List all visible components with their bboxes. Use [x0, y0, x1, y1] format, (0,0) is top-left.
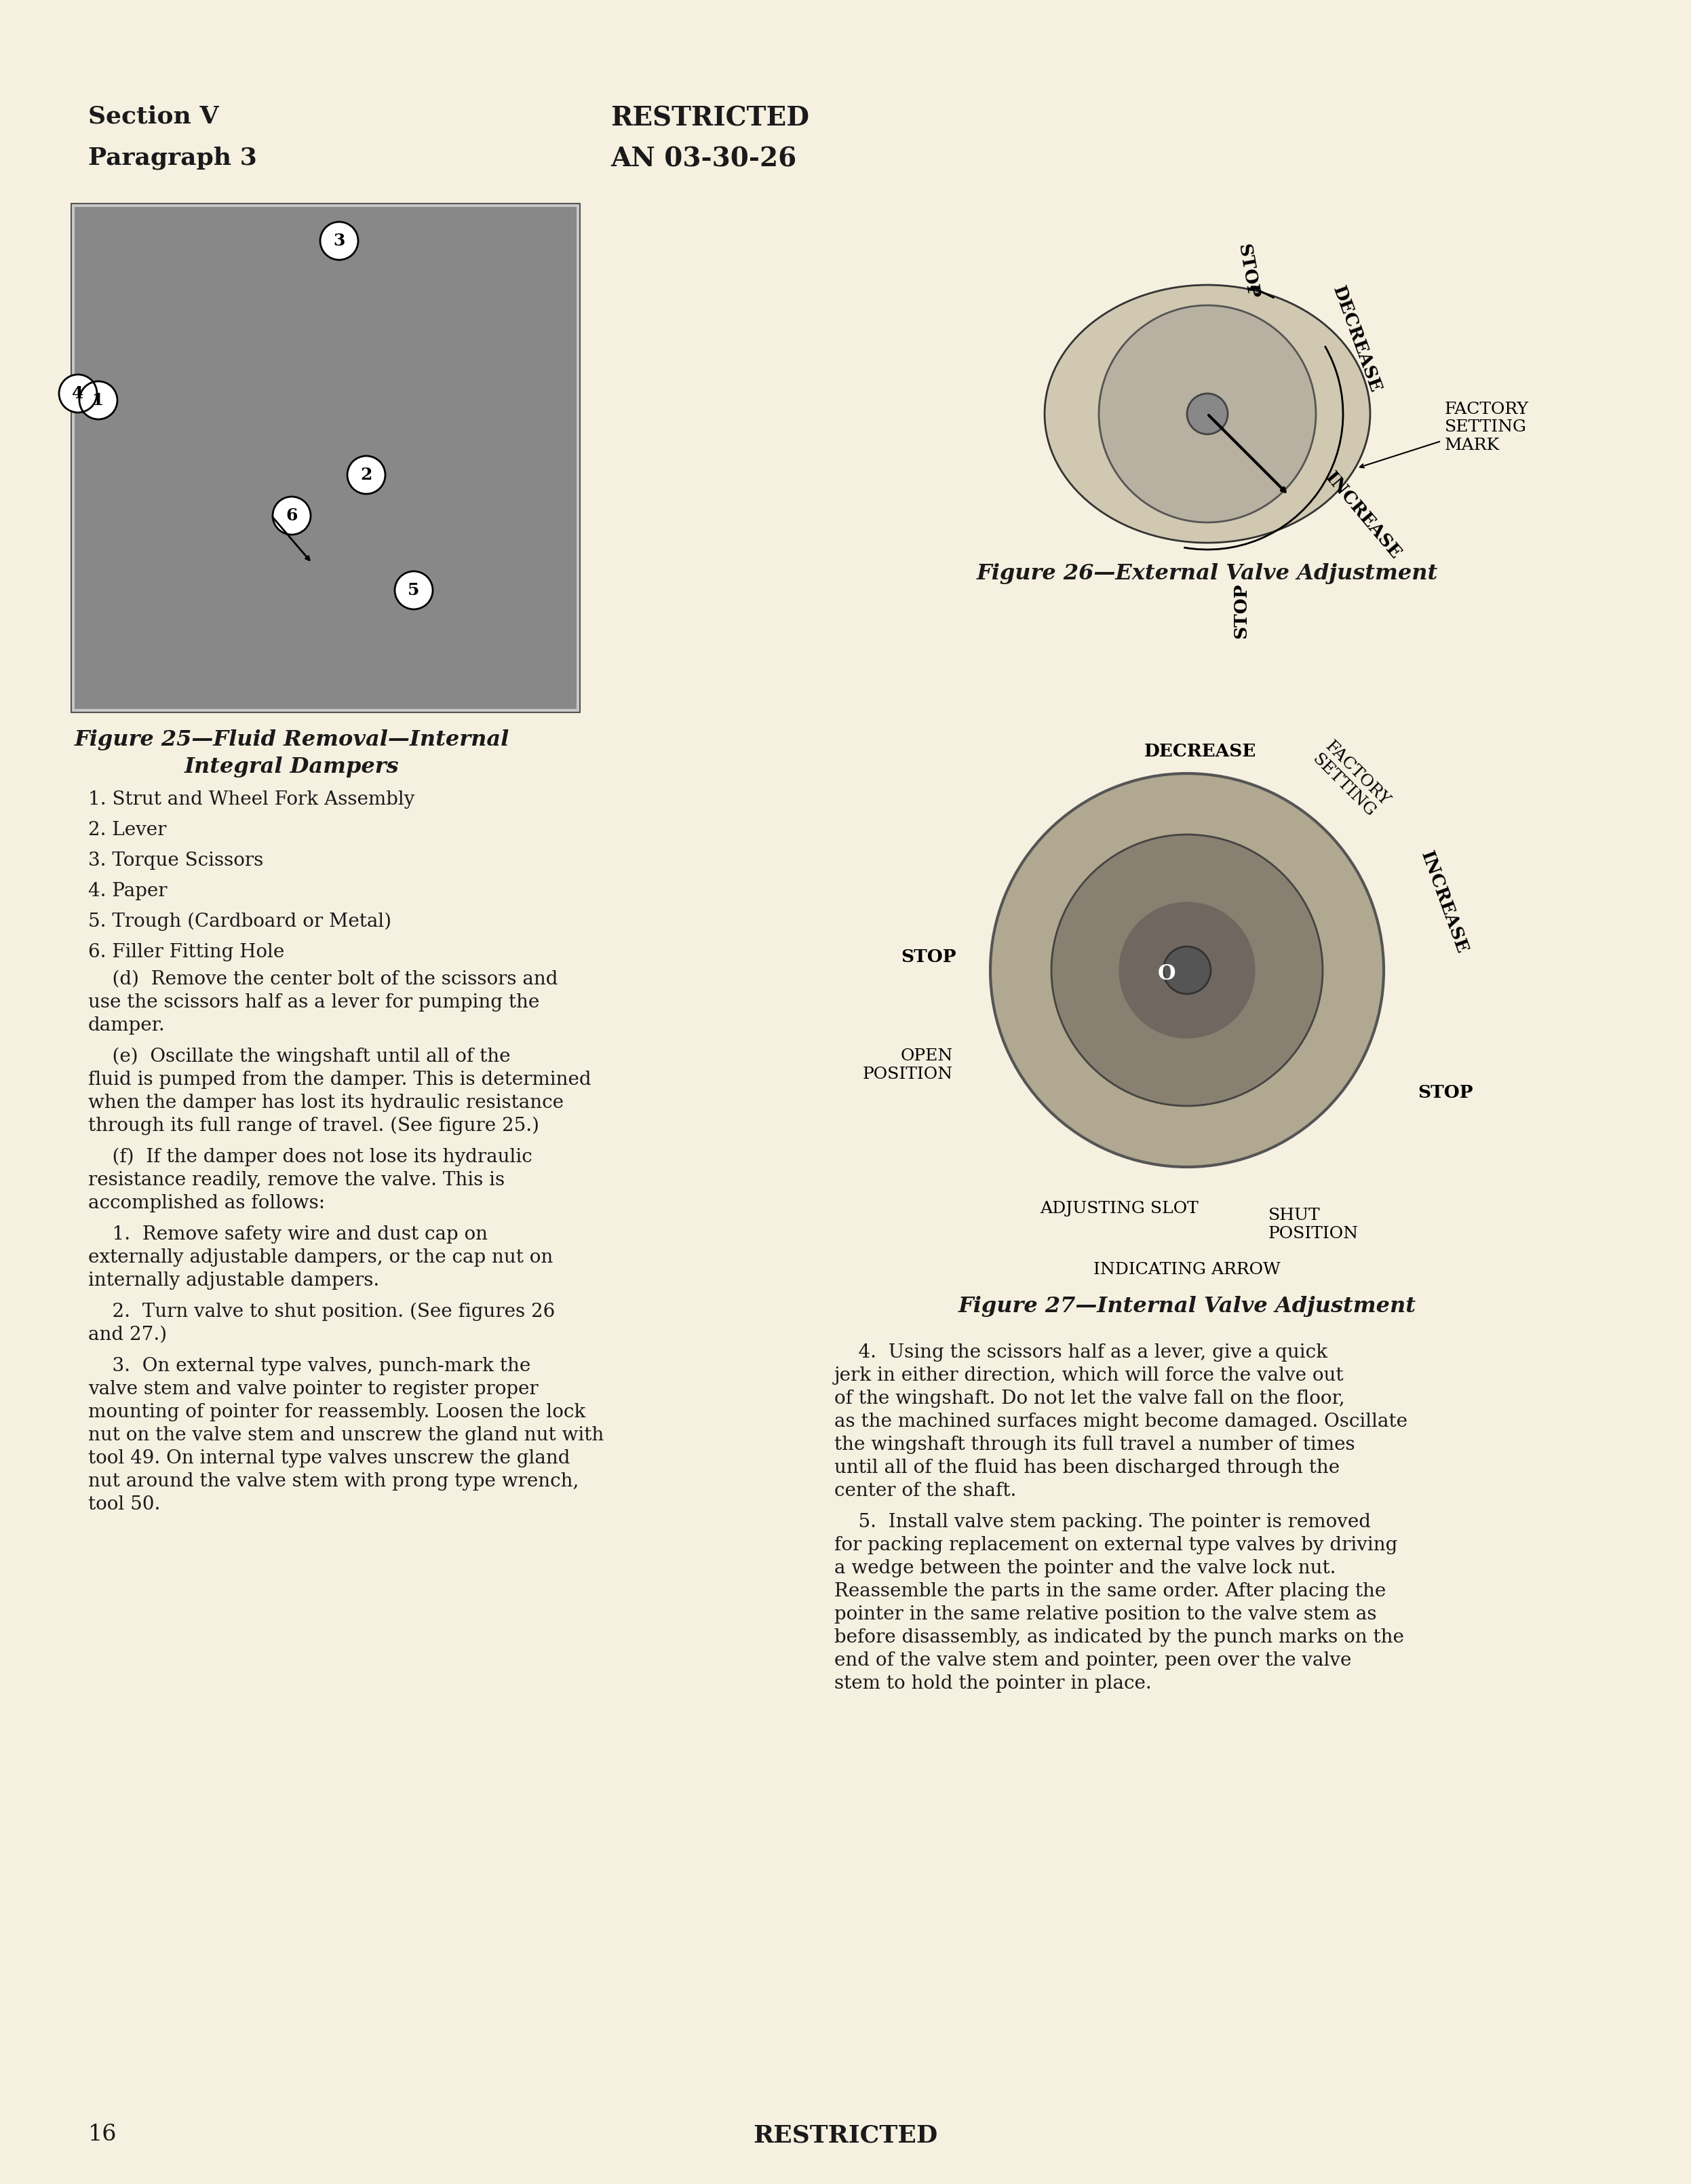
Text: RESTRICTED: RESTRICTED: [610, 105, 810, 131]
Text: internally adjustable dampers.: internally adjustable dampers.: [88, 1271, 379, 1291]
Text: use the scissors half as a lever for pumping the: use the scissors half as a lever for pum…: [88, 994, 539, 1011]
Text: 2: 2: [360, 467, 372, 483]
Text: INDICATING ARROW: INDICATING ARROW: [1094, 1262, 1280, 1278]
Text: before disassembly, as indicated by the punch marks on the: before disassembly, as indicated by the …: [834, 1629, 1404, 1647]
Ellipse shape: [1045, 284, 1370, 544]
Circle shape: [79, 382, 117, 419]
Text: FACTORY
SETTING: FACTORY SETTING: [1309, 738, 1392, 821]
Text: OPEN
POSITION: OPEN POSITION: [862, 1048, 954, 1081]
Text: resistance readily, remove the valve. This is: resistance readily, remove the valve. Th…: [88, 1171, 504, 1190]
Text: externally adjustable dampers, or the cap nut on: externally adjustable dampers, or the ca…: [88, 1249, 553, 1267]
Text: as the machined surfaces might become damaged. Oscillate: as the machined surfaces might become da…: [834, 1413, 1407, 1431]
Text: INCREASE: INCREASE: [1322, 470, 1405, 561]
Text: STOP: STOP: [1417, 1083, 1473, 1101]
Circle shape: [1187, 393, 1228, 435]
Text: 3: 3: [333, 234, 345, 249]
Circle shape: [59, 373, 96, 413]
Text: 5: 5: [408, 583, 419, 598]
Text: 3. Torque Scissors: 3. Torque Scissors: [88, 852, 264, 869]
Circle shape: [991, 773, 1383, 1166]
Text: Figure 26—External Valve Adjustment: Figure 26—External Valve Adjustment: [977, 563, 1437, 583]
Text: valve stem and valve pointer to register proper: valve stem and valve pointer to register…: [88, 1380, 538, 1398]
Text: 6. Filler Fitting Hole: 6. Filler Fitting Hole: [88, 943, 284, 961]
Text: center of the shaft.: center of the shaft.: [834, 1481, 1016, 1500]
Text: AN 03-30-26: AN 03-30-26: [610, 146, 796, 173]
Text: ADJUSTING SLOT: ADJUSTING SLOT: [1040, 1201, 1199, 1216]
Text: 5. Trough (Cardboard or Metal): 5. Trough (Cardboard or Metal): [88, 913, 391, 930]
Circle shape: [394, 572, 433, 609]
Circle shape: [1099, 306, 1316, 522]
Text: 1. Strut and Wheel Fork Assembly: 1. Strut and Wheel Fork Assembly: [88, 791, 414, 808]
Text: (e)  Oscillate the wingshaft until all of the: (e) Oscillate the wingshaft until all of…: [88, 1048, 511, 1066]
Text: 1: 1: [93, 393, 105, 408]
Text: the wingshaft through its full travel a number of times: the wingshaft through its full travel a …: [834, 1435, 1354, 1455]
Text: SHUT
POSITION: SHUT POSITION: [1268, 1208, 1358, 1241]
Text: nut on the valve stem and unscrew the gland nut with: nut on the valve stem and unscrew the gl…: [88, 1426, 604, 1444]
Circle shape: [272, 496, 311, 535]
Text: FACTORY
SETTING
MARK: FACTORY SETTING MARK: [1444, 402, 1529, 454]
Text: 4. Paper: 4. Paper: [88, 882, 167, 900]
FancyBboxPatch shape: [74, 207, 577, 710]
Text: STOP: STOP: [1233, 583, 1250, 638]
Text: STOP: STOP: [1234, 242, 1261, 299]
Text: a wedge between the pointer and the valve lock nut.: a wedge between the pointer and the valv…: [834, 1559, 1336, 1577]
Text: 5.  Install valve stem packing. The pointer is removed: 5. Install valve stem packing. The point…: [834, 1514, 1371, 1531]
Text: accomplished as follows:: accomplished as follows:: [88, 1195, 325, 1212]
Text: mounting of pointer for reassembly. Loosen the lock: mounting of pointer for reassembly. Loos…: [88, 1402, 585, 1422]
Text: until all of the fluid has been discharged through the: until all of the fluid has been discharg…: [834, 1459, 1339, 1476]
Text: end of the valve stem and pointer, peen over the valve: end of the valve stem and pointer, peen …: [834, 1651, 1351, 1671]
Text: tool 50.: tool 50.: [88, 1496, 161, 1514]
Text: Figure 27—Internal Valve Adjustment: Figure 27—Internal Valve Adjustment: [959, 1295, 1415, 1317]
Circle shape: [1052, 834, 1322, 1105]
Text: Reassemble the parts in the same order. After placing the: Reassemble the parts in the same order. …: [834, 1581, 1387, 1601]
Text: Section V: Section V: [88, 105, 218, 129]
Text: when the damper has lost its hydraulic resistance: when the damper has lost its hydraulic r…: [88, 1094, 563, 1112]
Text: (f)  If the damper does not lose its hydraulic: (f) If the damper does not lose its hydr…: [88, 1149, 533, 1166]
Text: O: O: [1158, 963, 1175, 985]
Text: and 27.): and 27.): [88, 1326, 167, 1343]
Text: Figure 25—Fluid Removal—Internal: Figure 25—Fluid Removal—Internal: [74, 729, 509, 751]
Text: 4.  Using the scissors half as a lever, give a quick: 4. Using the scissors half as a lever, g…: [834, 1343, 1327, 1361]
Text: STOP: STOP: [901, 948, 957, 965]
Circle shape: [320, 223, 358, 260]
Circle shape: [347, 456, 386, 494]
Text: 6: 6: [286, 507, 298, 524]
Text: (d)  Remove the center bolt of the scissors and: (d) Remove the center bolt of the scisso…: [88, 970, 558, 989]
Text: 2. Lever: 2. Lever: [88, 821, 166, 839]
Text: DECREASE: DECREASE: [1329, 284, 1383, 395]
Text: RESTRICTED: RESTRICTED: [752, 2123, 937, 2147]
Text: for packing replacement on external type valves by driving: for packing replacement on external type…: [834, 1535, 1397, 1555]
Text: jerk in either direction, which will force the valve out: jerk in either direction, which will for…: [834, 1367, 1344, 1385]
Text: Integral Dampers: Integral Dampers: [184, 756, 399, 778]
Text: tool 49. On internal type valves unscrew the gland: tool 49. On internal type valves unscrew…: [88, 1450, 570, 1468]
Text: INCREASE: INCREASE: [1417, 850, 1471, 957]
Text: damper.: damper.: [88, 1016, 166, 1035]
Text: DECREASE: DECREASE: [1145, 743, 1256, 760]
Text: stem to hold the pointer in place.: stem to hold the pointer in place.: [834, 1675, 1152, 1693]
Text: 2.  Turn valve to shut position. (See figures 26: 2. Turn valve to shut position. (See fig…: [88, 1302, 555, 1321]
Text: 1.  Remove safety wire and dust cap on: 1. Remove safety wire and dust cap on: [88, 1225, 487, 1243]
Text: through its full range of travel. (See figure 25.): through its full range of travel. (See f…: [88, 1116, 539, 1136]
Text: of the wingshaft. Do not let the valve fall on the floor,: of the wingshaft. Do not let the valve f…: [834, 1389, 1344, 1409]
Text: 4: 4: [73, 384, 85, 402]
Circle shape: [1163, 946, 1211, 994]
Circle shape: [1119, 902, 1255, 1037]
Text: 3.  On external type valves, punch-mark the: 3. On external type valves, punch-mark t…: [88, 1356, 531, 1376]
Text: fluid is pumped from the damper. This is determined: fluid is pumped from the damper. This is…: [88, 1070, 592, 1090]
Text: 16: 16: [88, 2123, 117, 2145]
Text: nut around the valve stem with prong type wrench,: nut around the valve stem with prong typ…: [88, 1472, 578, 1492]
Text: Paragraph 3: Paragraph 3: [88, 146, 257, 170]
Text: pointer in the same relative position to the valve stem as: pointer in the same relative position to…: [834, 1605, 1376, 1623]
FancyBboxPatch shape: [71, 203, 580, 712]
